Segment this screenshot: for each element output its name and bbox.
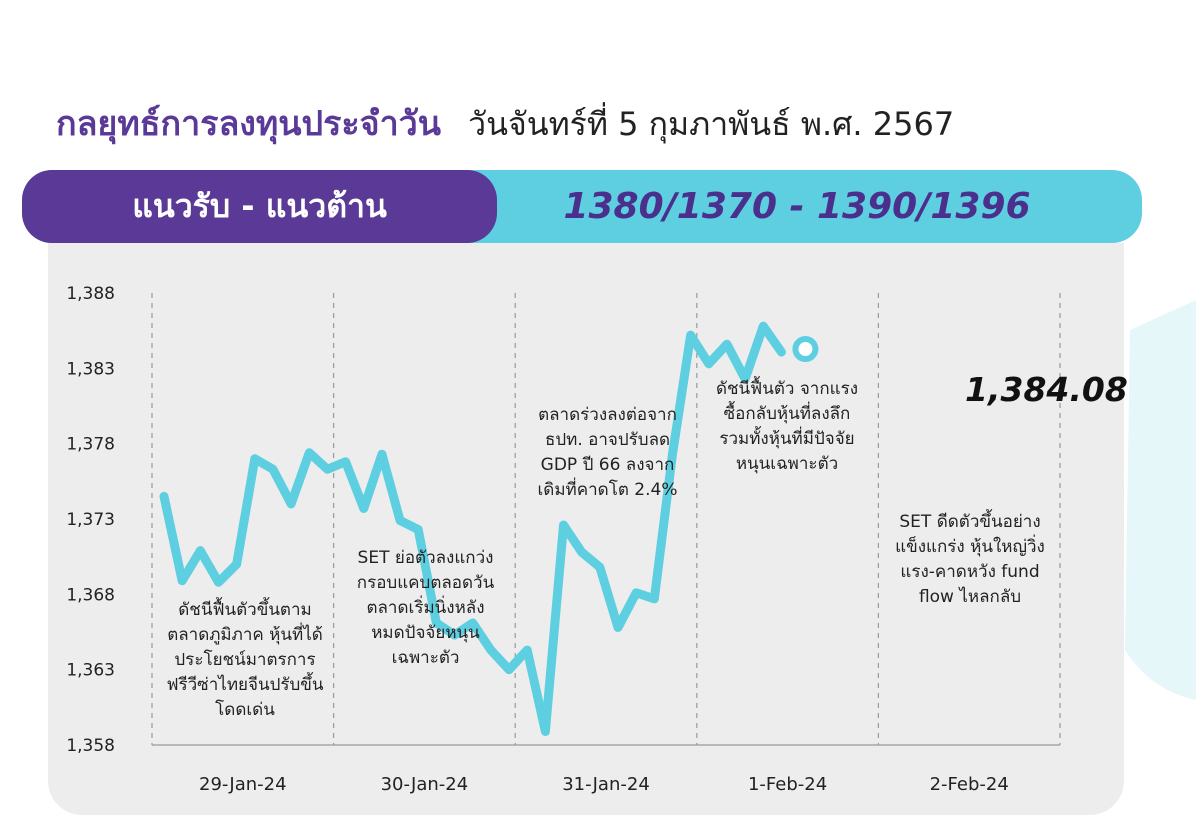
annotation-day-2: SET ย่อตัวลงแกว่ง กรอบแคบตลอดวัน ตลาดเริ… [356,548,495,668]
annotation-day-4: ดัชนีฟื้นตัว จากแรง ซื้อกลับหุ้นที่ลงลึก… [715,379,859,474]
last-value-label: 1,384.08 [965,370,1128,409]
header: กลยุทธ์การลงทุนประจำวัน วันจันทร์ที่ 5 ก… [56,96,954,150]
last-value-marker [792,336,819,363]
y-tick-label: 1,363 [66,661,115,681]
y-tick-label: 1,388 [66,284,115,304]
x-tick-label: 29-Jan-24 [199,774,287,795]
y-tick-label: 1,378 [66,435,115,455]
chart-panel [48,243,1124,815]
y-tick-label: 1,383 [66,359,115,379]
x-tick-label: 1-Feb-24 [748,774,827,795]
x-tick-label: 2-Feb-24 [930,774,1009,795]
y-tick-label: 1,358 [66,736,115,756]
support-resistance-label: แนวรับ - แนวต้าน [22,170,497,243]
x-tick-label: 31-Jan-24 [562,774,650,795]
page-title: กลยุทธ์การลงทุนประจำวัน [56,104,441,144]
annotation-day-1: ดัชนีฟื้นตัวขึ้นตาม ตลาดภูมิภาค หุ้นที่ไ… [166,600,324,720]
annotation-day-3: ตลาดร่วงลงต่อจาก ธปท. อาจปรับลด GDP ปี 6… [537,405,678,500]
support-resistance-levels: 1380/1370 - 1390/1396 [563,186,1031,227]
y-tick-label: 1,373 [66,510,115,530]
y-tick-label: 1,368 [66,585,115,605]
x-tick-label: 30-Jan-24 [381,774,469,795]
page-date: วันจันทร์ที่ 5 กุมภาพันธ์ พ.ศ. 2567 [468,105,955,143]
annotation-day-5: SET ดีดตัวขึ้นอย่าง แข็งแกร่ง หุ้นใหญ่วิ… [895,512,1045,607]
